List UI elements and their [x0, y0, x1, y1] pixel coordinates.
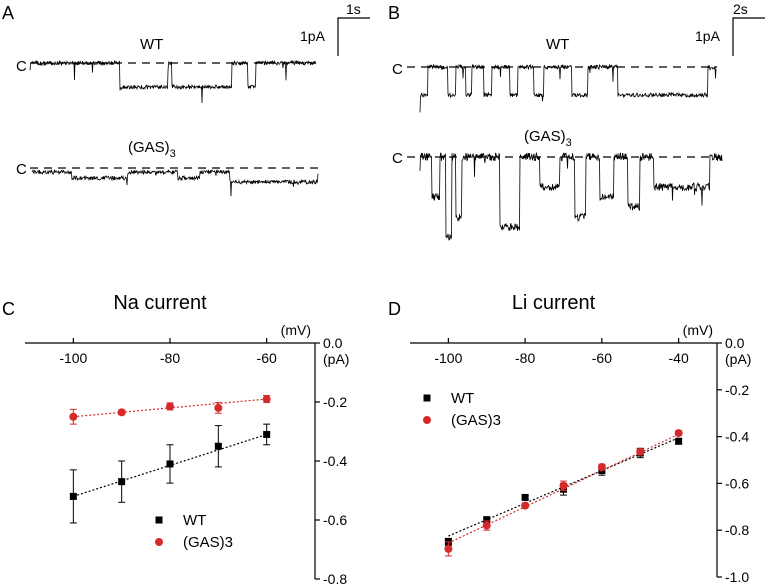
data-point: [214, 403, 223, 412]
data-point: [521, 501, 530, 510]
data-point: [166, 460, 174, 468]
data-point: [444, 544, 453, 553]
x-tick-label: -60: [592, 350, 612, 366]
panel-b-closed-label-bottom: C: [392, 150, 403, 167]
x-tick-label: -40: [669, 350, 689, 366]
panel-b-gas-trace: [419, 151, 723, 241]
legend-marker: [155, 516, 163, 524]
data-point: [117, 408, 126, 417]
panel-a-letter: A: [2, 3, 14, 23]
y-tick-label: -0.2: [725, 382, 749, 398]
panel-b-scale-bar: 2s 1pA: [695, 1, 765, 56]
panel-b-wt-label: WT: [546, 36, 569, 53]
y-tick-label: -0.8: [725, 522, 749, 538]
y-tick-label: -0.4: [323, 453, 347, 469]
chart-title: Li current: [512, 292, 596, 314]
panel-a-gas-label: (GAS)3: [128, 139, 176, 160]
data-point: [69, 492, 77, 500]
y-tick-label: -0.2: [323, 394, 347, 410]
y-tick-label: -0.8: [323, 571, 347, 586]
y-tick-label: -0.6: [323, 512, 347, 528]
y-tick-label: -0.4: [725, 429, 749, 445]
panel-b-letter: B: [388, 3, 400, 23]
panel-a-closed-label-top: C: [16, 58, 27, 75]
x-tick-label: -100: [59, 350, 87, 366]
panel-a-scale-time: 1s: [346, 1, 361, 17]
na-current-chart: Na current -100 -80 -60(mV) 0.0 -0.2 -0.4 -0.6 -…: [25, 292, 349, 586]
data-point: [118, 478, 126, 486]
data-point: [262, 395, 271, 404]
panel-a-wt-label: WT: [140, 36, 163, 53]
data-point: [483, 516, 491, 524]
data-point: [482, 521, 491, 530]
panel-d-letter: D: [388, 299, 401, 319]
y-tick-label: 0.0: [323, 335, 343, 351]
x-axis-label: (mV): [683, 322, 713, 338]
y-tick-label: 0.0: [725, 335, 745, 351]
data-point: [521, 493, 529, 501]
panel-b-gas-label: (GAS)3: [524, 128, 572, 149]
data-point: [636, 447, 645, 456]
y-tick-label: -0.6: [725, 475, 749, 491]
panel-a-scale-bar: 1s 1pA: [300, 1, 370, 56]
x-axis-label: (mV): [281, 322, 311, 338]
legend-marker: [423, 394, 431, 402]
legend-label: (GAS)3: [183, 534, 233, 551]
panel-a-wt-trace: [29, 59, 317, 104]
y-tick-label: -1.0: [725, 569, 749, 585]
data-point: [214, 442, 222, 450]
data-point: [675, 437, 683, 445]
panel-b-scale-current: 1pA: [695, 28, 721, 44]
x-tick-label: -80: [160, 350, 180, 366]
legend-marker: [155, 538, 163, 546]
panel-b-closed-label-top: C: [392, 61, 403, 78]
data-point: [166, 402, 174, 411]
legend-label: (GAS)3: [451, 412, 501, 429]
panel-b-scale-time: 2s: [733, 1, 748, 17]
data-point: [597, 463, 606, 472]
panel-b-wt-trace: [419, 63, 717, 113]
x-tick-label: -80: [515, 350, 535, 366]
li-current-chart: Li current -100 -80 -60 -40 (mV) 0.0 -0.2 -0.4 -0…: [410, 292, 751, 585]
chart-title: Na current: [113, 292, 207, 314]
data-point: [559, 481, 568, 490]
y-axis-label: (pA): [323, 351, 349, 367]
data-point: [674, 429, 683, 438]
legend-marker: [423, 416, 431, 424]
legend-label: WT: [183, 512, 206, 529]
panel-a-closed-label-bottom: C: [16, 161, 27, 178]
data-point: [69, 412, 78, 421]
panel-c-letter: C: [2, 299, 15, 319]
data-point: [263, 430, 271, 438]
panel-a-gas-trace: [31, 168, 319, 197]
x-tick-label: -100: [434, 350, 462, 366]
panel-a-scale-current: 1pA: [300, 28, 326, 44]
legend-label: WT: [451, 390, 474, 407]
x-tick-label: -60: [257, 350, 277, 366]
y-axis-label: (pA): [725, 351, 751, 367]
